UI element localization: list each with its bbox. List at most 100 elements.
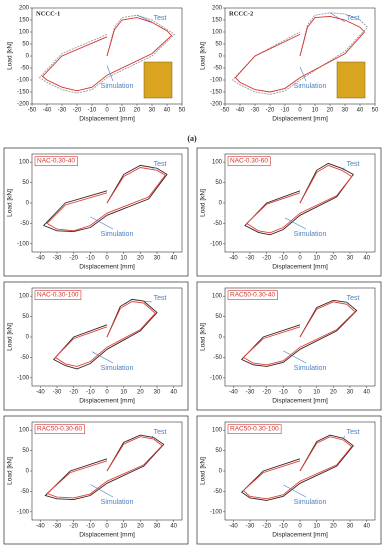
y-tick-label: -50 — [213, 221, 222, 227]
x-tick-label: 10 — [312, 108, 319, 114]
annotation-arrow — [106, 65, 114, 82]
panel-title: RCCC-2 — [229, 10, 253, 17]
x-tick-label: 0 — [298, 524, 302, 530]
y-axis-label: Load [kN] — [7, 457, 14, 485]
panel-title-box — [227, 290, 278, 301]
hysteresis-curve — [244, 162, 354, 236]
x-tick-label: 40 — [357, 108, 364, 114]
y-tick-label: 200 — [19, 6, 30, 12]
x-tick-label: -20 — [69, 390, 78, 396]
y-tick-label: -50 — [20, 66, 29, 72]
x-tick-label: 30 — [149, 108, 156, 114]
y-tick-label: 0 — [219, 201, 223, 207]
annotation-arrow — [343, 435, 346, 439]
x-tick-label: 10 — [120, 256, 127, 262]
y-tick-label: 50 — [215, 314, 222, 320]
panel-border — [196, 281, 382, 411]
annotation-label: Test — [347, 295, 360, 302]
y-tick-label: 50 — [215, 448, 222, 454]
x-tick-label: -40 — [229, 390, 238, 396]
x-tick-label: 10 — [313, 524, 320, 530]
y-axis-label: Load [kN] — [200, 42, 207, 70]
y-tick-label: 100 — [19, 428, 30, 434]
x-tick-label: -10 — [86, 256, 95, 262]
annotation-arrow — [283, 350, 307, 364]
y-tick-label: -50 — [20, 489, 29, 495]
x-tick-label: 30 — [347, 256, 354, 262]
annotation-label: Simulation — [101, 365, 134, 372]
y-tick-label: 0 — [26, 469, 30, 475]
x-tick-label: 40 — [363, 390, 370, 396]
y-axis-label: Load [kN] — [7, 42, 14, 70]
x-tick-label: -10 — [279, 524, 288, 530]
panel-title: RAC50-0.30-40 — [230, 292, 276, 299]
hysteresis-curve — [242, 301, 356, 366]
annotation-arrow — [283, 484, 307, 498]
x-tick-label: 40 — [363, 524, 370, 530]
x-axis-label: Displacement [mm] — [79, 116, 135, 123]
hysteresis-curve — [240, 299, 358, 367]
y-tick-label: 0 — [219, 469, 223, 475]
x-tick-label: 40 — [170, 390, 177, 396]
annotation-label: Simulation — [101, 499, 134, 506]
y-tick-label: -100 — [210, 78, 223, 84]
panel-title-box — [227, 156, 271, 167]
x-tick-label: -30 — [246, 256, 255, 262]
y-tick-label: -100 — [210, 509, 223, 515]
y-tick-label: -50 — [213, 489, 222, 495]
x-tick-label: 20 — [137, 256, 144, 262]
y-tick-label: 150 — [19, 18, 30, 24]
x-tick-label: -30 — [251, 108, 260, 114]
x-tick-label: 50 — [179, 108, 186, 114]
hysteresis-curve — [38, 14, 176, 94]
specimen-photo — [143, 61, 173, 99]
x-tick-label: -10 — [281, 108, 290, 114]
x-tick-label: -40 — [43, 108, 52, 114]
x-tick-label: 20 — [137, 524, 144, 530]
y-tick-label: 0 — [219, 335, 223, 341]
y-tick-label: -50 — [20, 221, 29, 227]
x-tick-label: 10 — [313, 390, 320, 396]
x-tick-label: 0 — [298, 256, 302, 262]
x-tick-label: 0 — [105, 390, 109, 396]
hysteresis-curve — [54, 301, 156, 367]
hysteresis-curve — [46, 436, 163, 499]
y-tick-label: 0 — [26, 201, 30, 207]
x-tick-label: -40 — [236, 108, 245, 114]
annotation-label: Simulation — [294, 365, 327, 372]
y-tick-label: -100 — [17, 509, 30, 515]
annotation-label: Test — [154, 429, 167, 436]
panel-title: NCCC-1 — [36, 10, 60, 17]
panel-border — [3, 147, 189, 277]
panel-border — [196, 147, 382, 277]
panel-title: RAC50-0.30-100 — [230, 426, 279, 433]
y-tick-label: 50 — [22, 314, 29, 320]
x-tick-label: -30 — [58, 108, 67, 114]
annotation-label: Test — [347, 161, 360, 168]
x-tick-label: -50 — [221, 108, 230, 114]
y-tick-label: 100 — [212, 294, 223, 300]
x-tick-label: 30 — [347, 390, 354, 396]
x-tick-label: -10 — [88, 108, 97, 114]
x-axis-label: Displacement [mm] — [79, 264, 135, 271]
x-tick-label: 10 — [313, 256, 320, 262]
x-tick-label: 50 — [372, 108, 379, 114]
x-tick-label: 40 — [363, 256, 370, 262]
y-axis-label: Load [kN] — [7, 323, 14, 351]
annotation-arrow — [91, 351, 114, 364]
annotation-arrow — [90, 484, 114, 498]
annotation-label: Simulation — [294, 231, 327, 238]
x-tick-label: -20 — [69, 524, 78, 530]
y-tick-label: 100 — [212, 428, 223, 434]
x-tick-label: 30 — [347, 524, 354, 530]
figure-label: (a) — [187, 134, 197, 143]
x-tick-label: 0 — [105, 524, 109, 530]
annotation-label: Test — [154, 295, 167, 302]
y-tick-label: -150 — [210, 90, 223, 96]
x-tick-label: 40 — [164, 108, 171, 114]
annotation-arrow — [136, 14, 153, 23]
x-tick-label: -40 — [229, 524, 238, 530]
y-tick-label: 200 — [212, 6, 223, 12]
annotation-arrow — [284, 217, 307, 230]
x-tick-label: -40 — [36, 390, 45, 396]
